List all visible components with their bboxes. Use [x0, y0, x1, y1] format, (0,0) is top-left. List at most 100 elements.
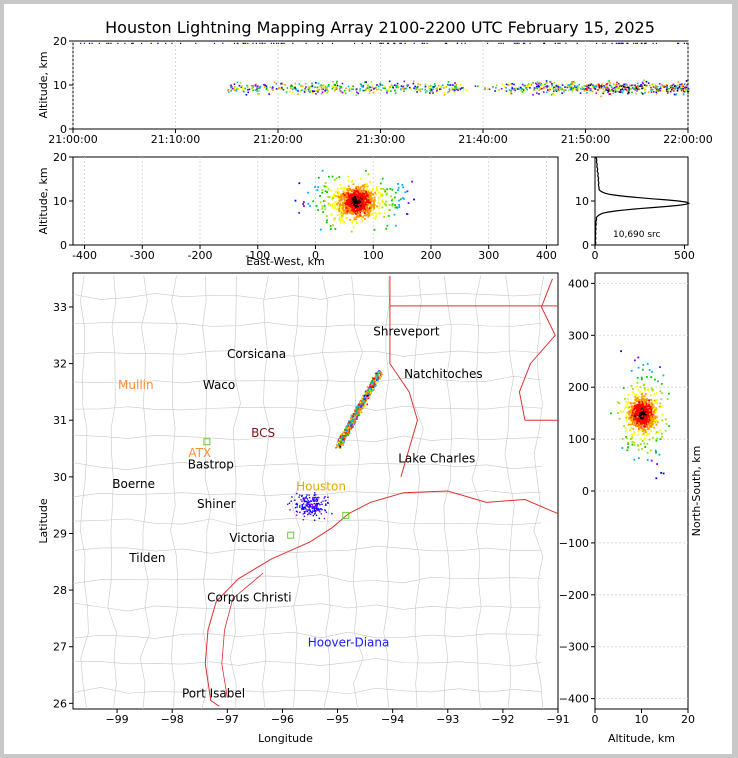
plan-view-source: [313, 510, 316, 512]
plan-view-source: [357, 410, 359, 413]
time-height-source: [322, 87, 325, 89]
time-height-source: [387, 42, 389, 44]
ew-source: [403, 197, 405, 200]
time-height-source: [655, 85, 657, 87]
time-height-source: [601, 85, 603, 88]
time-height-source: [552, 88, 555, 90]
ns-source: [641, 448, 643, 450]
ew-source: [307, 191, 310, 194]
plan-view-source: [354, 414, 357, 417]
time-height-source: [578, 83, 581, 86]
time-height-source: [641, 87, 643, 90]
time-height-source: [393, 42, 395, 44]
ew-source: [335, 177, 338, 180]
plan-view-source: [308, 501, 311, 503]
ew-source: [360, 217, 363, 220]
plan-view-source: [339, 440, 342, 442]
plan-view-source: [342, 439, 344, 442]
ew-source: [368, 214, 370, 217]
plan-view-source: [304, 506, 306, 508]
plan-view-source: [348, 428, 351, 431]
plan-view-source: [309, 503, 311, 505]
time-height-source: [553, 81, 556, 84]
time-height-source: [641, 93, 644, 95]
ew-source: [401, 197, 404, 199]
ns-altitude-tick-label: 10: [635, 713, 649, 726]
ew-source: [367, 208, 369, 211]
time-height-source: [140, 42, 143, 44]
time-height-source: [132, 42, 134, 44]
time-height-source: [440, 85, 442, 88]
time-height-source: [259, 42, 261, 44]
place-label: Hoover-Diana: [308, 636, 390, 650]
plan-view-source: [369, 385, 371, 388]
plan-view-source: [327, 496, 329, 499]
ew-source: [343, 210, 345, 213]
ew-source: [348, 197, 350, 200]
time-height-source: [686, 89, 689, 92]
ew-source: [317, 186, 319, 189]
ew-source: [349, 204, 352, 207]
time-height-source: [663, 86, 665, 88]
time-height-source: [362, 84, 365, 87]
histogram-curve: [594, 156, 691, 246]
time-height-source: [371, 86, 374, 89]
plan-view-source: [376, 372, 378, 375]
ew-source: [323, 200, 326, 202]
time-height-source: [415, 87, 417, 90]
time-height-source: [247, 85, 250, 87]
latitude-tick-label: 27: [53, 641, 67, 654]
latitude-tick-label: 29: [53, 527, 67, 540]
time-height-source: [669, 85, 671, 88]
ns-source: [641, 368, 644, 371]
time-height-source: [645, 84, 648, 87]
time-height-source: [355, 88, 358, 91]
ns-source: [659, 402, 662, 405]
ew-source: [348, 189, 351, 191]
ew-source: [363, 209, 366, 212]
ns-source: [645, 408, 648, 411]
ew-source: [373, 228, 376, 231]
ew-source: [354, 212, 357, 215]
ew-source: [372, 187, 374, 190]
time-height-source: [542, 91, 545, 93]
ew-source: [397, 186, 400, 189]
time-height-source: [332, 80, 334, 83]
time-height-source: [165, 42, 167, 44]
time-height-source: [367, 89, 370, 91]
plan-view-source: [316, 497, 318, 499]
ns-source: [629, 409, 632, 412]
time-height-source: [323, 85, 326, 88]
time-height-source: [394, 84, 396, 86]
county-line: [72, 602, 542, 612]
time-height-source: [538, 85, 540, 88]
time-height-source: [321, 84, 324, 87]
ew-source: [321, 191, 324, 194]
ns-source: [635, 423, 638, 426]
ew-source: [366, 213, 369, 216]
ew-source: [362, 201, 365, 204]
plan-view-source: [342, 431, 345, 434]
time-height-source: [656, 85, 659, 88]
time-height-source: [368, 92, 371, 95]
ew-source: [360, 194, 363, 197]
time-height-source: [242, 90, 245, 93]
plan-view-source: [363, 404, 366, 407]
time-height-source: [294, 85, 297, 88]
plan-view-source: [310, 513, 312, 515]
histogram-count-tick-label: 500: [674, 249, 695, 262]
plan-view-source: [343, 429, 346, 432]
ew-source: [320, 228, 322, 231]
plan-view-source: [314, 507, 316, 510]
time-height-source: [424, 91, 427, 94]
plan-view-source: [339, 437, 341, 440]
plan-view-source: [307, 501, 309, 504]
ew-source: [375, 212, 378, 215]
ns-source: [642, 428, 645, 431]
plan-view-source: [308, 512, 310, 514]
plan-view-source: [289, 509, 291, 511]
place-label: ATX: [188, 446, 211, 460]
time-height-source: [544, 87, 547, 89]
ew-source: [344, 201, 347, 204]
plan-view-source: [378, 374, 381, 376]
